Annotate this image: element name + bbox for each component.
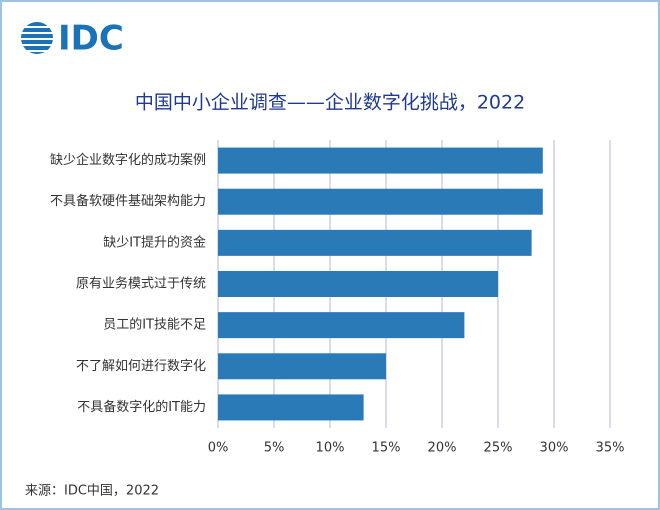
y-tick-label: 不具备数字化的IT能力: [77, 399, 206, 415]
bar: [218, 147, 543, 174]
y-tick-label: 不具备软硬件基础架构能力: [50, 193, 206, 209]
y-tick-label: 原有业务模式过于传统: [76, 276, 206, 292]
x-tick-label: 30%: [540, 441, 569, 456]
bar: [218, 353, 386, 380]
x-tick-label: 25%: [484, 441, 513, 456]
y-tick-label: 缺少企业数字化的成功案例: [50, 152, 206, 168]
x-tick-label: 10%: [316, 441, 345, 456]
bar: [218, 394, 364, 421]
bar: [218, 229, 532, 256]
logo-icon: [21, 22, 53, 54]
y-tick-label: 不了解如何进行数字化: [76, 358, 206, 374]
y-tick-label: 员工的IT技能不足: [103, 317, 206, 333]
logo-text: IDC: [58, 19, 124, 59]
bar: [218, 271, 498, 297]
chart-title: 中国中小企业调查——企业数字化挑战，2022: [135, 92, 525, 114]
y-tick-label: 缺少IT提升的资金: [103, 234, 206, 250]
x-tick-label: 20%: [428, 441, 457, 456]
bar: [218, 188, 543, 215]
source-note: 来源：IDC中国，2022: [25, 484, 159, 499]
x-tick-label: 35%: [596, 441, 625, 456]
x-tick-label: 15%: [372, 441, 401, 456]
x-tick-label: 0%: [208, 441, 229, 456]
bar: [218, 312, 465, 339]
x-tick-label: 5%: [264, 441, 285, 456]
